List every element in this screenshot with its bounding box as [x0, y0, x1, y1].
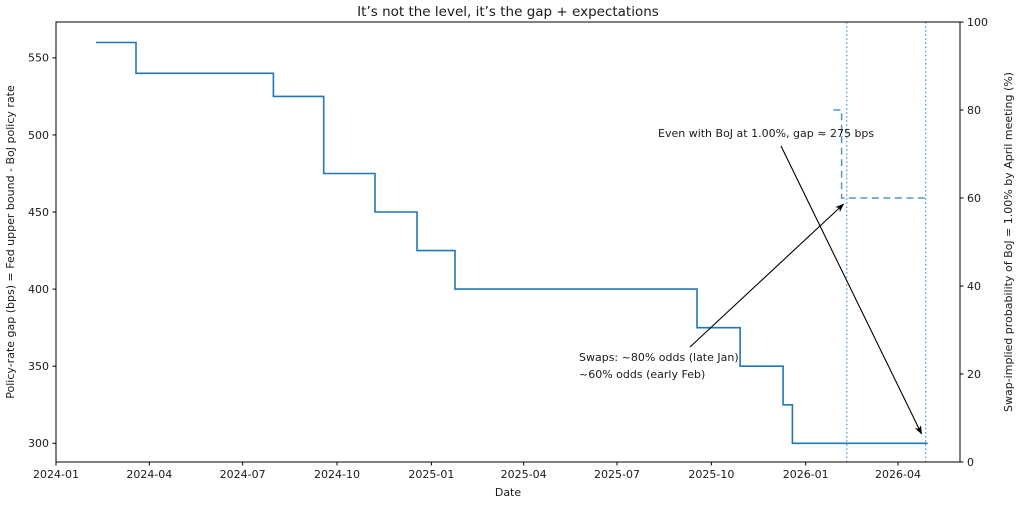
swaps-annotation-arrow	[689, 203, 845, 348]
policy-gap-step-line	[96, 41, 928, 445]
left-y-axis-label: Policy-rate gap (bps) = Fed upper bound …	[4, 85, 17, 399]
x-tick-label: 2025-01	[408, 468, 454, 481]
x-axis-label: Date	[495, 486, 522, 499]
left-y-tick-label: 450	[28, 206, 49, 219]
left-y-tick-label: 350	[28, 360, 49, 373]
x-tick-label: 2025-10	[688, 468, 734, 481]
x-tick-label: 2026-04	[875, 468, 921, 481]
x-tick-label: 2024-07	[220, 468, 266, 481]
right-y-axis-label: Swap-implied probability of BoJ = 1.00% …	[1002, 72, 1015, 412]
swaps-annotation-text-line1: Swaps: ~80% odds (late Jan)	[579, 351, 739, 364]
x-tick-label: 2024-04	[126, 468, 172, 481]
chart-series-layer	[96, 22, 928, 462]
right-y-tick-label: 20	[967, 368, 981, 381]
left-y-tick-label: 500	[28, 129, 49, 142]
right-y-tick-label: 60	[967, 192, 981, 205]
right-y-tick-label: 0	[967, 456, 974, 469]
plot-area	[55, 21, 961, 463]
chart-title: It’s not the level, it’s the gap + expec…	[357, 4, 659, 20]
left-y-tick-label: 550	[28, 52, 49, 65]
right-y-tick-label: 80	[967, 104, 981, 117]
chart-annotation-layer: 2024-01 2024-04 2024-07 2024-10 2025-01 2025-…	[28, 16, 988, 481]
swaps-annotation-text-line2: ~60% odds (early Feb)	[579, 368, 705, 381]
left-y-tick-label: 400	[28, 283, 49, 296]
left-y-tick-label: 300	[28, 437, 49, 450]
x-tick-label: 2024-01	[33, 468, 79, 481]
x-tick-label: 2025-07	[594, 468, 640, 481]
x-tick-label: 2024-10	[314, 468, 360, 481]
x-tick-label: 2025-04	[501, 468, 547, 481]
x-tick-label: 2026-01	[783, 468, 829, 481]
gap-annotation-text: Even with BoJ at 1.00%, gap ≈ 275 bps	[658, 127, 874, 140]
right-y-tick-label: 40	[967, 280, 981, 293]
gap-annotation-arrow	[780, 145, 923, 435]
swap-probability-dashed-line	[833, 109, 928, 199]
right-y-tick-label: 100	[967, 16, 988, 29]
